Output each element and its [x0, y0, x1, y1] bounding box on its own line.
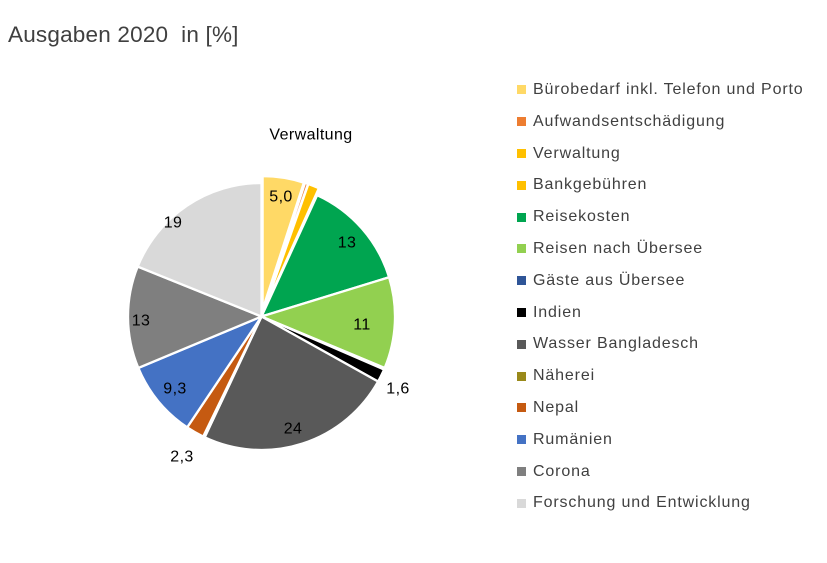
legend-swatch-8: [517, 308, 526, 318]
legend-item-3[interactable]: Verwaltung: [517, 138, 827, 170]
legend-swatch-13: [517, 467, 526, 477]
data-label-3: Verwaltung: [269, 127, 352, 144]
legend-item-5[interactable]: Reisekosten: [517, 201, 827, 233]
legend-swatch-6: [517, 244, 526, 254]
pie-slice-13[interactable]: [126, 265, 265, 370]
legend-item-11[interactable]: Nepal: [517, 392, 827, 424]
legend-item-9[interactable]: Wasser Bangladesch: [517, 328, 827, 360]
legend-label-1: Bürobedarf inkl. Telefon und Porto: [533, 80, 804, 98]
legend-swatch-14: [517, 498, 526, 508]
legend-label-14: Forschung und Entwicklung: [533, 494, 751, 512]
legend-swatch-3: [517, 149, 526, 159]
legend-label-2: Aufwandsentschädigung: [533, 112, 726, 130]
legend-item-12[interactable]: Rumänien: [517, 424, 827, 456]
legend-item-1[interactable]: Bürobedarf inkl. Telefon und Porto: [517, 74, 827, 106]
pie-slice-9[interactable]: [203, 314, 380, 452]
legend-item-13[interactable]: Corona: [517, 456, 827, 488]
legend-swatch-4: [517, 180, 526, 190]
legend-swatch-12: [517, 435, 526, 445]
data-label-1: 5,0: [269, 189, 292, 206]
legend: Bürobedarf inkl. Telefon und Porto Aufwan…: [517, 74, 827, 519]
legend-label-10: Näherei: [533, 367, 595, 385]
pie-slice-12[interactable]: [136, 313, 265, 429]
legend-item-7[interactable]: Gäste aus Übersee: [517, 265, 827, 297]
legend-item-4[interactable]: Bankgebühren: [517, 169, 827, 201]
legend-label-9: Wasser Bangladesch: [533, 335, 699, 353]
data-label-11: 2,3: [170, 449, 193, 466]
legend-label-5: Reisekosten: [533, 208, 631, 226]
legend-swatch-11: [517, 403, 526, 413]
data-label-12: 9,3: [163, 381, 186, 398]
data-label-5: 13: [338, 235, 357, 252]
chart-title: Ausgaben 2020 in [%]: [8, 22, 239, 47]
legend-item-14[interactable]: Forschung und Entwicklung: [517, 487, 827, 519]
legend-label-13: Corona: [533, 462, 591, 480]
data-label-6: 11: [353, 317, 370, 334]
legend-label-11: Nepal: [533, 398, 580, 416]
data-label-9: 24: [284, 421, 303, 438]
pie-slice-1[interactable]: [261, 174, 306, 310]
legend-swatch-10: [517, 371, 526, 381]
legend-label-8: Indien: [533, 303, 582, 321]
data-label-13: 13: [132, 313, 151, 330]
legend-label-6: Reisen nach Übersee: [533, 239, 704, 257]
pie-data-labels: 5,0 Verwaltung 13 11 1,6 24 2,3 9,3 13 19: [132, 127, 410, 466]
legend-label-7: Gäste aus Übersee: [533, 271, 686, 289]
legend-item-8[interactable]: Indien: [517, 297, 827, 329]
data-label-14: 19: [164, 215, 183, 232]
legend-swatch-7: [517, 276, 526, 286]
pie-slice-6[interactable]: [258, 275, 397, 370]
pie-slice-14[interactable]: [136, 181, 263, 319]
pie-slices: [126, 174, 397, 452]
legend-swatch-5: [517, 212, 526, 222]
legend-swatch-1: [517, 85, 526, 95]
legend-swatch-9: [517, 339, 526, 349]
legend-label-12: Rumänien: [533, 430, 613, 448]
data-label-8: 1,6: [386, 381, 409, 398]
legend-item-2[interactable]: Aufwandsentschädigung: [517, 106, 827, 138]
legend-label-4: Bankgebühren: [533, 176, 648, 194]
legend-item-6[interactable]: Reisen nach Übersee: [517, 233, 827, 265]
legend-swatch-2: [517, 117, 526, 127]
legend-item-10[interactable]: Näherei: [517, 360, 827, 392]
legend-label-3: Verwaltung: [533, 144, 621, 162]
